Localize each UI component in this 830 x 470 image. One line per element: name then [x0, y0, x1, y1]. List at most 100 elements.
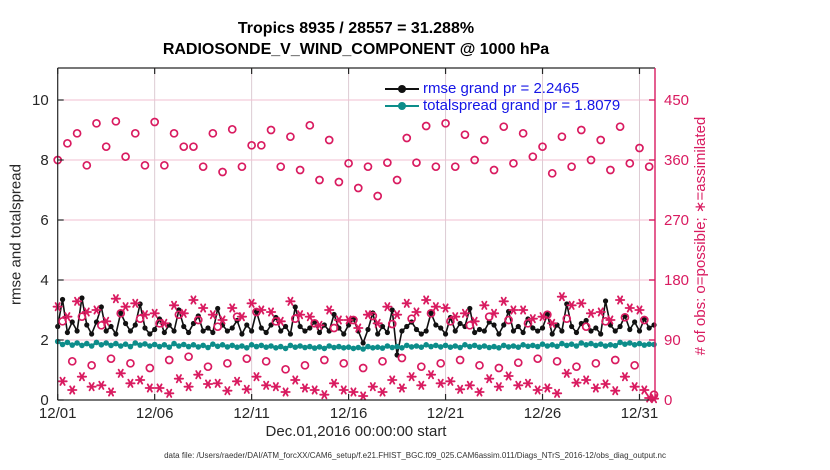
assimilated_obs-marker	[532, 385, 543, 395]
possible_obs-marker	[101, 142, 111, 152]
assimilated_obs-marker	[639, 385, 650, 395]
possible_obs-marker	[67, 356, 77, 366]
assimilated_obs-marker	[280, 387, 291, 397]
totalspread-marker	[132, 340, 139, 346]
rmse-marker	[113, 331, 119, 337]
x-tick-label: 12/06	[136, 405, 174, 422]
possible_obs-marker	[344, 158, 353, 168]
assimilated_obs-marker	[314, 320, 325, 330]
assimilated_obs-marker	[285, 296, 296, 306]
assimilated_obs-marker	[125, 378, 136, 388]
left-tick-label: 4	[40, 272, 48, 289]
rmse-marker	[428, 310, 434, 316]
totalspread-marker	[476, 344, 483, 351]
right-axis-label: # of obs: o=possible; ∗=assimilated	[692, 116, 709, 356]
right-tick-label: 0	[664, 392, 672, 409]
assimilated_obs-marker	[624, 303, 635, 313]
possible_obs-marker	[116, 308, 126, 318]
totalspread-marker	[525, 343, 531, 350]
totalspread-marker	[336, 343, 342, 350]
totalspread-marker	[510, 343, 517, 349]
assimilated_obs-marker	[96, 380, 107, 390]
assimilated_obs-marker	[86, 382, 97, 392]
totalspread-marker	[103, 340, 109, 346]
rmse-marker	[186, 329, 192, 336]
totalspread-marker	[486, 344, 492, 351]
possible_obs-marker	[446, 316, 455, 326]
totalspread-marker	[496, 345, 502, 351]
x-tick-label: 12/11	[233, 405, 269, 422]
rmse-marker	[69, 319, 75, 325]
totalspread-marker	[200, 342, 206, 349]
right-tick-label: 270	[664, 212, 689, 229]
assimilated_obs-marker	[348, 387, 359, 397]
rmse-marker	[404, 323, 410, 330]
possible_obs-marker	[329, 323, 339, 333]
rmse-marker	[438, 325, 444, 331]
assimilated_obs-marker	[503, 371, 514, 381]
assimilated_obs-marker	[464, 380, 475, 390]
possible_obs-marker	[193, 315, 203, 325]
rmse-marker	[118, 310, 124, 316]
rmse-marker	[210, 329, 216, 336]
possible_obs-marker	[63, 138, 72, 148]
possible_obs-marker	[620, 312, 630, 322]
assimilated_obs-marker	[198, 303, 209, 313]
rmse-marker	[205, 325, 211, 331]
assimilated_obs-marker	[251, 372, 262, 382]
rmse-marker	[641, 316, 647, 322]
totalspread-marker	[287, 342, 294, 349]
possible_obs-marker	[557, 132, 567, 142]
totalspread-marker	[161, 342, 168, 348]
totalspread-marker	[263, 344, 269, 351]
rmse-marker	[200, 328, 206, 334]
totalspread-marker	[520, 342, 526, 348]
possible_obs-marker	[126, 358, 135, 368]
assimilated_obs-marker	[328, 378, 340, 388]
possible_obs-marker	[499, 122, 509, 132]
possible_obs-marker	[121, 152, 130, 162]
rmse-marker	[612, 328, 618, 334]
possible_obs-marker	[450, 162, 460, 172]
possible_obs-marker	[87, 360, 96, 370]
possible_obs-marker	[179, 142, 189, 152]
totalspread-marker	[641, 342, 648, 348]
possible_obs-marker	[407, 314, 416, 324]
totalspread-marker	[631, 342, 638, 348]
possible_obs-marker	[397, 353, 407, 363]
assimilated_obs-marker	[149, 308, 160, 318]
totalspread-marker	[530, 342, 536, 349]
rmse-marker	[278, 328, 284, 334]
rmse-marker	[297, 323, 303, 330]
totalspread-marker	[214, 343, 221, 350]
possible_obs-marker	[227, 124, 237, 134]
rmse-marker	[598, 331, 604, 337]
totalspread-marker	[195, 344, 202, 350]
totalspread-marker	[273, 345, 279, 351]
possible_obs-marker	[358, 363, 368, 373]
assimilated_obs-marker	[450, 312, 461, 322]
totalspread-marker	[413, 343, 420, 349]
assimilated_obs-marker	[168, 300, 180, 310]
possible_obs-marker	[324, 135, 334, 145]
possible_obs-marker	[208, 128, 218, 138]
assimilated_obs-marker	[231, 376, 243, 386]
totalspread-marker	[88, 343, 95, 349]
possible_obs-marker	[353, 183, 363, 193]
chart-title-variable: RADIOSONDE_V_WIND_COMPONENT @ 1000 hPa	[162, 41, 550, 58]
possible_obs-marker	[402, 133, 412, 143]
rmse-marker	[132, 322, 138, 328]
rmse-marker	[74, 328, 80, 334]
possible_obs-marker	[421, 121, 431, 131]
possible_obs-marker	[630, 360, 639, 370]
assimilated_obs-marker	[246, 298, 257, 308]
rmse-marker	[389, 307, 395, 313]
rmse-marker	[399, 328, 405, 334]
assimilated_obs-marker	[57, 376, 68, 386]
possible_obs-marker	[266, 125, 276, 135]
possible_obs-marker	[237, 162, 247, 172]
rmse-marker	[491, 322, 497, 328]
rmse-marker	[316, 329, 323, 336]
rmse-marker	[244, 322, 250, 328]
rmse-marker	[472, 329, 478, 336]
